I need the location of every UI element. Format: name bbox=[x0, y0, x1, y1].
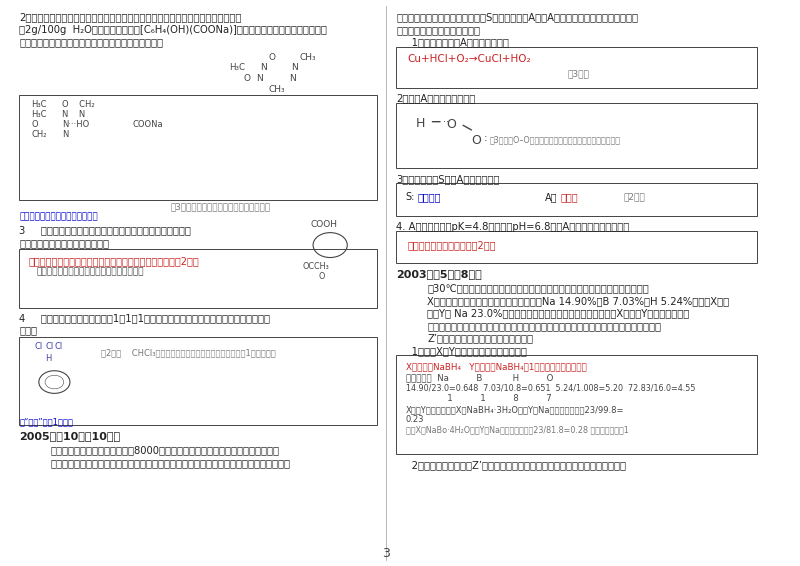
Text: N: N bbox=[291, 63, 298, 72]
Text: 2005年第10题（10分）: 2005年第10题（10分） bbox=[19, 431, 121, 441]
Text: 3: 3 bbox=[382, 547, 390, 560]
Text: 2．咖啡因对中枢神经有兴奋作用，其结构式如下。常温下，咖啡因在水中的溶解度: 2．咖啡因对中枢神经有兴奋作用，其结构式如下。常温下，咖啡因在水中的溶解度 bbox=[19, 12, 242, 23]
Text: OCCH₃: OCCH₃ bbox=[303, 262, 330, 271]
Text: COONa: COONa bbox=[132, 120, 162, 129]
Text: （3分，画O–O单键不扣分，但分子不画成折型不得分。）: （3分，画O–O单键不扣分，但分子不画成折型不得分。） bbox=[490, 136, 621, 145]
Text: 0.23: 0.23 bbox=[406, 415, 424, 424]
Text: H₃C: H₃C bbox=[229, 63, 245, 72]
Text: O: O bbox=[318, 272, 325, 281]
Text: 3     阿司匹林结构式如右，难溶于水。若和适量柠檬酸三钠混: 3 阿司匹林结构式如右，难溶于水。若和适量柠檬酸三钠混 bbox=[19, 225, 191, 235]
Text: 氯化亚铜: 氯化亚铜 bbox=[417, 192, 441, 202]
Text: 几乎完全电离为超氧离子（2分）: 几乎完全电离为超氧离子（2分） bbox=[408, 240, 496, 250]
Text: 剂、子男洗涤剂，广泛用于有机合成、子男产品等及化工品。应用有机合成、夹人玛合成: 剂、子男洗涤剂，广泛用于有机合成、子男产品等及化工品。应用有机合成、夹人玛合成 bbox=[427, 321, 662, 331]
Text: 为2g/100g  H₂O。加过量水杨酸钠[C₆H₄(OH)(COONa)]，由于形成氢键而增大咖啡因的溶: 为2g/100g H₂O。加过量水杨酸钠[C₆H₄(OH)(COONa)]，由于… bbox=[19, 25, 327, 35]
Text: Cu+HCl+O₂→CuCl+HO₂: Cu+HCl+O₂→CuCl+HO₂ bbox=[408, 54, 531, 64]
Text: 示）。: 示）。 bbox=[19, 325, 38, 336]
Text: A：: A： bbox=[546, 192, 558, 202]
Text: 据世界卫生组织统计，全球约有8000万妇女使用避孕环。常用避孕环都是含金属铜: 据世界卫生组织统计，全球约有8000万妇女使用避孕环。常用避孕环都是含金属铜 bbox=[50, 445, 279, 456]
Text: ··: ·· bbox=[443, 117, 449, 127]
Text: 2．用最普适视角画出Z’分子结构（原子按元素符号表示），共绘几种键短式。: 2．用最普适视角画出Z’分子结构（原子按元素符号表示），共绘几种键短式。 bbox=[396, 460, 626, 470]
Text: （3分）（不要求氢键的键角和方向，但要: （3分）（不要求氢键的键角和方向，但要 bbox=[171, 203, 271, 212]
Text: N: N bbox=[62, 130, 69, 139]
Text: 生成两种产物，一种是白色难溶物S，另一种是酸A。酸A含未成对电子，是一种自由基，: 生成两种产物，一种是白色难溶物S，另一种是酸A。酸A含未成对电子，是一种自由基， bbox=[396, 12, 638, 23]
Text: 在30℃以下，将过氧化氢加到硼酸和氢氧化钠的混合溶液中，析出一种无色晶体: 在30℃以下，将过氧化氢加到硼酸和氢氧化钠的混合溶液中，析出一种无色晶体 bbox=[427, 284, 649, 294]
Text: 1．写出铜环产生A的化学方程式。: 1．写出铜环产生A的化学方程式。 bbox=[396, 37, 509, 48]
Text: 14.90/23.0=0.648  7.03/10.8=0.651  5.24/1.008=5.20  72.83/16.0=4.55: 14.90/23.0=0.648 7.03/10.8=0.651 5.24/1.… bbox=[406, 384, 695, 393]
Text: :: : bbox=[484, 133, 488, 143]
Text: COOH: COOH bbox=[310, 220, 338, 229]
Text: N: N bbox=[260, 63, 267, 72]
Text: X变成Y是氧化过程，X为NaBH₄·3H₂O，对Y中Na的质量百分数为23/99.8=: X变成Y是氧化过程，X为NaBH₄·3H₂O，对Y中Na的质量百分数为23/99… bbox=[406, 405, 624, 414]
Text: 4     氯仿在苯中的溶解度明显比1，1，1一三氯乙烷的大，请给出一种可能的原因（含图: 4 氯仿在苯中的溶解度明显比1，1，1一三氯乙烷的大，请给出一种可能的原因（含图 bbox=[19, 313, 270, 323]
Bar bbox=[396, 231, 758, 263]
Text: 写“氢键”得（1分。）: 写“氢键”得（1分。） bbox=[19, 418, 74, 427]
Text: 的。据认为，金属铜的避孕机理之一是，铜与子宫分泌物中的乙酸以及子宫内的空气反应，: 的。据认为，金属铜的避孕机理之一是，铜与子宫分泌物中的乙酸以及子宫内的空气反应， bbox=[50, 458, 290, 468]
Text: O    CH₂: O CH₂ bbox=[62, 100, 94, 109]
Text: O: O bbox=[471, 134, 482, 147]
Bar bbox=[396, 355, 758, 454]
Text: 解度。请在附图上添加水杨酸钠与咖啡因形成的氢键。: 解度。请在附图上添加水杨酸钠与咖啡因形成的氢键。 bbox=[19, 37, 163, 48]
Text: （2分）: （2分） bbox=[623, 192, 645, 201]
Text: 3．给出难溶物S和酸A的化学名称。: 3．给出难溶物S和酸A的化学名称。 bbox=[396, 174, 499, 184]
Text: 具有很高的活性，能杀死精子。: 具有很高的活性，能杀死精子。 bbox=[396, 25, 480, 35]
Text: （若X为NaBo·4H₂O，则Y中Na的质量百分数为23/81.8=0.28 不符合题意。（1: （若X为NaBo·4H₂O，则Y中Na的质量百分数为23/81.8=0.28 不… bbox=[406, 426, 628, 435]
Text: 超氧酸: 超氧酸 bbox=[561, 192, 578, 202]
Text: 求画在有孤对电子的氢原子上。）: 求画在有孤对电子的氢原子上。） bbox=[19, 213, 98, 222]
Bar bbox=[19, 249, 377, 308]
Bar bbox=[396, 103, 758, 168]
Text: X。经成分分析证实，该晶体的质量组成为Na 14.90%，B 7.03%，H 5.24%。加热X，得: X。经成分分析证实，该晶体的质量组成为Na 14.90%，B 7.03%，H 5… bbox=[427, 296, 730, 306]
Text: （若写方程式表达得分相同，但必须配平。）: （若写方程式表达得分相同，但必须配平。） bbox=[37, 267, 144, 276]
Text: N···HO: N···HO bbox=[62, 120, 90, 129]
Text: 2003年第5题（8分）: 2003年第5题（8分） bbox=[396, 269, 482, 280]
Text: 1．写出X、Y的简式，并给出推理过程。: 1．写出X、Y的简式，并给出推理过程。 bbox=[396, 346, 527, 356]
Text: CH₃: CH₃ bbox=[299, 53, 316, 62]
Text: H: H bbox=[416, 117, 425, 130]
Text: O: O bbox=[446, 118, 457, 131]
Text: （2分）    CHCl₃的氢原子与苯环的共轭电子形成氢键。（1分）（若只: （2分） CHCl₃的氢原子与苯环的共轭电子形成氢键。（1分）（若只 bbox=[101, 348, 276, 357]
Text: H₃C: H₃C bbox=[31, 110, 46, 119]
Text: Z’，请问在外电子都有两种成键方式。: Z’，请问在外电子都有两种成键方式。 bbox=[427, 333, 534, 344]
Text: Cl: Cl bbox=[54, 342, 62, 351]
Text: O: O bbox=[268, 53, 275, 62]
Text: CH₃: CH₃ bbox=[268, 85, 285, 95]
Text: 1          1          8          7: 1 1 8 7 bbox=[406, 394, 551, 403]
Bar bbox=[396, 183, 758, 216]
Text: O: O bbox=[31, 120, 38, 129]
Text: 合，即可增大溶解度。解释原因。: 合，即可增大溶解度。解释原因。 bbox=[19, 238, 110, 248]
Text: H: H bbox=[45, 354, 51, 363]
Text: O: O bbox=[243, 74, 250, 83]
Text: H₃C: H₃C bbox=[31, 100, 46, 109]
Text: 2．画出A分子的立体结构。: 2．画出A分子的立体结构。 bbox=[396, 93, 475, 104]
Bar bbox=[19, 95, 377, 200]
Text: S:: S: bbox=[406, 192, 415, 202]
Text: X的简式：NaBH₄   Y的简式：NaBH₄（1分）写成化合物即可）: X的简式：NaBH₄ Y的简式：NaBH₄（1分）写成化合物即可） bbox=[406, 362, 586, 371]
Text: N: N bbox=[289, 74, 296, 83]
Text: Cl: Cl bbox=[45, 342, 54, 351]
Text: N: N bbox=[256, 74, 263, 83]
Text: （3分）: （3分） bbox=[567, 70, 589, 79]
Text: 晶体Y含 Na 23.0%，在干燥空气中常温下稳定，在湿空气中在X转化为Y。广泛用作漂洗: 晶体Y含 Na 23.0%，在干燥空气中常温下稳定，在湿空气中在X转化为Y。广泛… bbox=[427, 308, 690, 319]
Text: 推理过程：  Na          B           H          O: 推理过程： Na B H O bbox=[406, 374, 553, 383]
Bar bbox=[19, 337, 377, 424]
Bar bbox=[396, 47, 758, 88]
Text: N    N: N N bbox=[62, 110, 86, 119]
Text: Cl: Cl bbox=[35, 342, 43, 351]
Text: 阿司匹林中的羧酸和柠檬酸根反应形成阿司匹林的钠盐。（2分）: 阿司匹林中的羧酸和柠檬酸根反应形成阿司匹林的钠盐。（2分） bbox=[29, 256, 199, 266]
Text: CH₂: CH₂ bbox=[31, 130, 46, 139]
Text: 4. A是一种弱酸，pK=4.8。问：在pH=6.8时，A主要以什么形态存在？: 4. A是一种弱酸，pK=4.8。问：在pH=6.8时，A主要以什么形态存在？ bbox=[396, 222, 630, 232]
